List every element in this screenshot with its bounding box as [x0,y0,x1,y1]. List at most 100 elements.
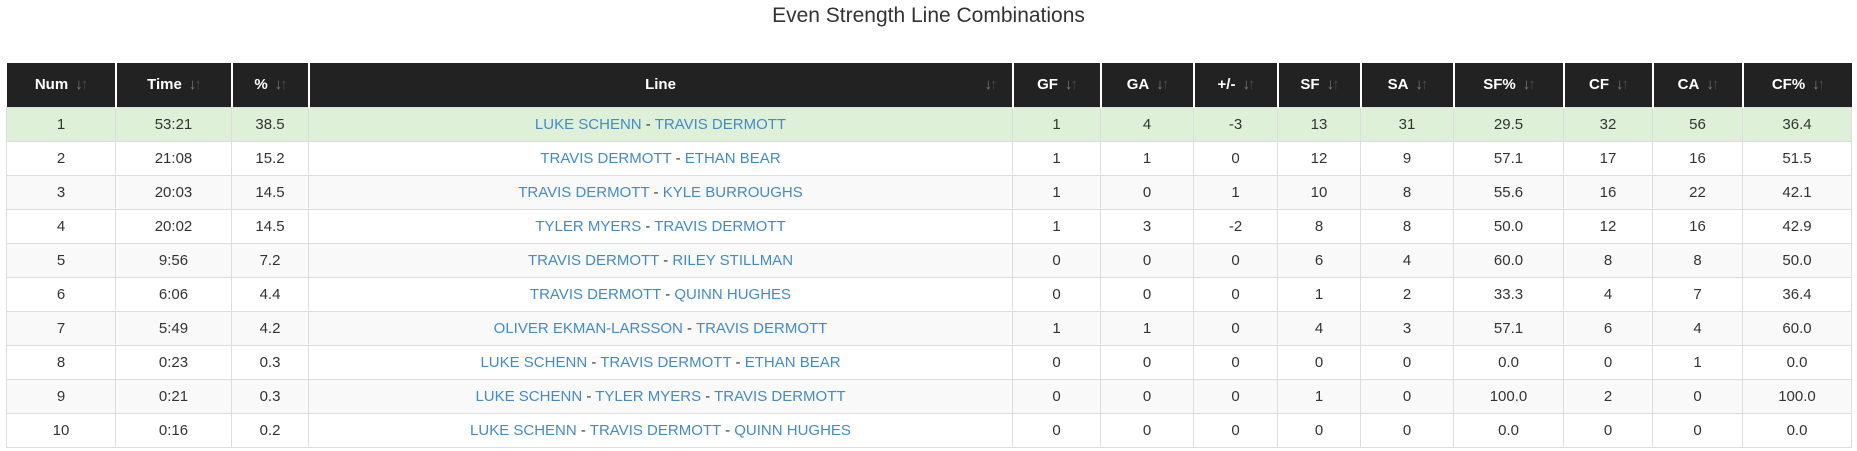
cell-line: TRAVIS DERMOTT - KYLE BURROUGHS [308,174,1013,210]
player-link[interactable]: ETHAN BEAR [744,353,841,371]
column-label-pct: % [254,76,268,94]
player-separator: - [582,387,596,405]
cell-gf: 1 [1012,208,1101,244]
sort-icon[interactable]: ↓↑ [1706,76,1719,94]
player-separator: - [576,421,590,439]
cell-line: LUKE SCHENN - TRAVIS DERMOTT - QUINN HUG… [308,412,1013,448]
sort-icon[interactable]: ↓↑ [1616,76,1629,94]
column-header-ga[interactable]: GA ↓↑ [1100,63,1195,107]
cell-sf: 4 [1277,310,1361,346]
player-link[interactable]: TRAVIS DERMOTT [695,319,828,337]
column-header-pct[interactable]: % ↓↑ [231,63,310,107]
cell-ga: 0 [1100,174,1194,210]
cell-gf: 1 [1012,140,1101,176]
table-row: 8 0:23 0.3 LUKE SCHENN - TRAVIS DERMOTT - E… [6,344,1852,380]
table-row: 1 53:21 38.5 LUKE SCHENN - TRAVIS DERMOTT 1 4… [6,106,1852,142]
column-header-sfpct[interactable]: SF% ↓↑ [1453,63,1565,107]
sort-icon[interactable]: ↓↑ [985,76,998,93]
sort-down-arrow-icon: ↓ [75,76,82,94]
player-link[interactable]: RILEY STILLMAN [672,251,794,269]
cell-time: 0:21 [115,378,232,414]
cell-time: 53:21 [115,106,232,142]
player-link[interactable]: TRAVIS DERMOTT [540,149,672,167]
player-link[interactable]: KYLE BURROUGHS [662,183,803,201]
cell-pct: 38.5 [231,106,309,142]
sort-up-arrow-icon: ↑ [1332,76,1339,94]
cell-time: 5:49 [115,310,232,346]
player-link[interactable]: QUINN HUGHES [674,285,792,303]
column-header-pm[interactable]: +/- ↓↑ [1193,63,1279,107]
sort-icon[interactable]: ↓↑ [75,76,88,94]
sort-icon[interactable]: ↓↑ [1523,76,1536,94]
player-link[interactable]: TYLER MYERS [535,217,642,235]
cell-gf: 1 [1012,310,1101,346]
cell-sfpct: 0.0 [1453,412,1564,448]
sort-icon[interactable]: ↓↑ [275,76,288,94]
cell-ca: 7 [1652,276,1743,312]
cell-pct: 15.2 [231,140,309,176]
player-link[interactable]: LUKE SCHENN [534,115,642,133]
cell-sfpct: 57.1 [1453,310,1564,346]
cell-sa: 9 [1360,140,1454,176]
column-header-gf[interactable]: GF ↓↑ [1012,63,1102,107]
player-link[interactable]: TRAVIS DERMOTT [518,183,650,201]
sort-icon[interactable]: ↓↑ [1065,76,1078,93]
sort-icon[interactable]: ↓↑ [1415,76,1428,93]
player-link[interactable]: TRAVIS DERMOTT [589,421,721,439]
cell-gf: 0 [1012,276,1101,312]
column-header-cfpct[interactable]: CF% ↓↑ [1742,63,1852,107]
column-header-time[interactable]: Time ↓↑ [115,63,233,107]
cell-gf: 1 [1012,106,1101,142]
player-link[interactable]: TRAVIS DERMOTT [714,387,846,405]
sort-icon[interactable]: ↓↑ [1156,76,1169,93]
player-link[interactable]: TRAVIS DERMOTT [529,285,662,303]
cell-cfpct: 60.0 [1742,310,1852,346]
cell-cf: 12 [1563,208,1653,244]
column-header-sa[interactable]: SA ↓↑ [1360,63,1455,107]
sort-down-arrow-icon: ↓ [1616,76,1623,94]
header-row: Num ↓↑ Time ↓↑% ↓↑ Line ↓↑ GF ↓↑ GA ↓↑ +/- ↓↑ SF ↓↑ SA ↓… [6,63,1852,107]
player-link[interactable]: LUKE SCHENN [470,421,577,439]
cell-ga: 1 [1100,140,1194,176]
sort-icon[interactable]: ↓↑ [1327,76,1340,94]
column-header-ca[interactable]: CA ↓↑ [1652,63,1744,107]
column-header-sf[interactable]: SF ↓↑ [1277,63,1362,107]
sort-icon[interactable]: ↓↑ [189,76,202,93]
cell-cfpct: 42.1 [1742,174,1852,210]
table-header: Num ↓↑ Time ↓↑% ↓↑ Line ↓↑ GF ↓↑ GA ↓↑ +/- ↓↑ SF ↓↑ SA ↓… [6,63,1852,107]
player-link[interactable]: LUKE SCHENN [475,387,583,405]
sort-up-arrow-icon: ↑ [280,76,287,94]
sort-icon[interactable]: ↓↑ [1242,76,1255,94]
sort-up-arrow-icon: ↑ [1711,76,1719,94]
player-link[interactable]: OLIVER EKMAN-LARSSON [493,319,683,337]
sort-up-arrow-icon: ↑ [1528,76,1535,94]
player-link[interactable]: TRAVIS DERMOTT [600,353,732,371]
cell-cfpct: 36.4 [1742,276,1852,312]
column-label-sf: SF [1300,76,1320,94]
player-link[interactable]: LUKE SCHENN [480,353,588,371]
player-link[interactable]: ETHAN BEAR [684,149,781,167]
column-header-cf[interactable]: CF ↓↑ [1563,63,1654,107]
player-link[interactable]: TRAVIS DERMOTT [654,115,787,133]
cell-num: 2 [6,140,116,176]
cell-sfpct: 50.0 [1453,208,1564,244]
player-link[interactable]: TYLER MYERS [595,387,702,405]
player-link[interactable]: QUINN HUGHES [734,421,851,439]
table-row: 7 5:49 4.2 OLIVER EKMAN-LARSSON - TRAVIS DE… [6,310,1852,346]
cell-ca: 22 [1652,174,1743,210]
player-separator: - [641,115,655,133]
cell-ca: 56 [1652,106,1743,142]
cell-sa: 3 [1360,310,1454,346]
column-header-line[interactable]: Line ↓↑ [308,63,1014,107]
cell-num: 3 [6,174,116,210]
sort-icon[interactable]: ↓↑ [1812,76,1825,93]
cell-sfpct: 100.0 [1453,378,1564,414]
column-label-pm: +/- [1217,76,1236,94]
player-link[interactable]: TRAVIS DERMOTT [527,251,660,269]
player-link[interactable]: TRAVIS DERMOTT [654,217,786,235]
column-header-num[interactable]: Num ↓↑ [6,63,117,107]
cell-cf: 0 [1563,412,1653,448]
sort-down-arrow-icon: ↓ [1242,76,1249,94]
cell-cfpct: 0.0 [1742,412,1852,448]
